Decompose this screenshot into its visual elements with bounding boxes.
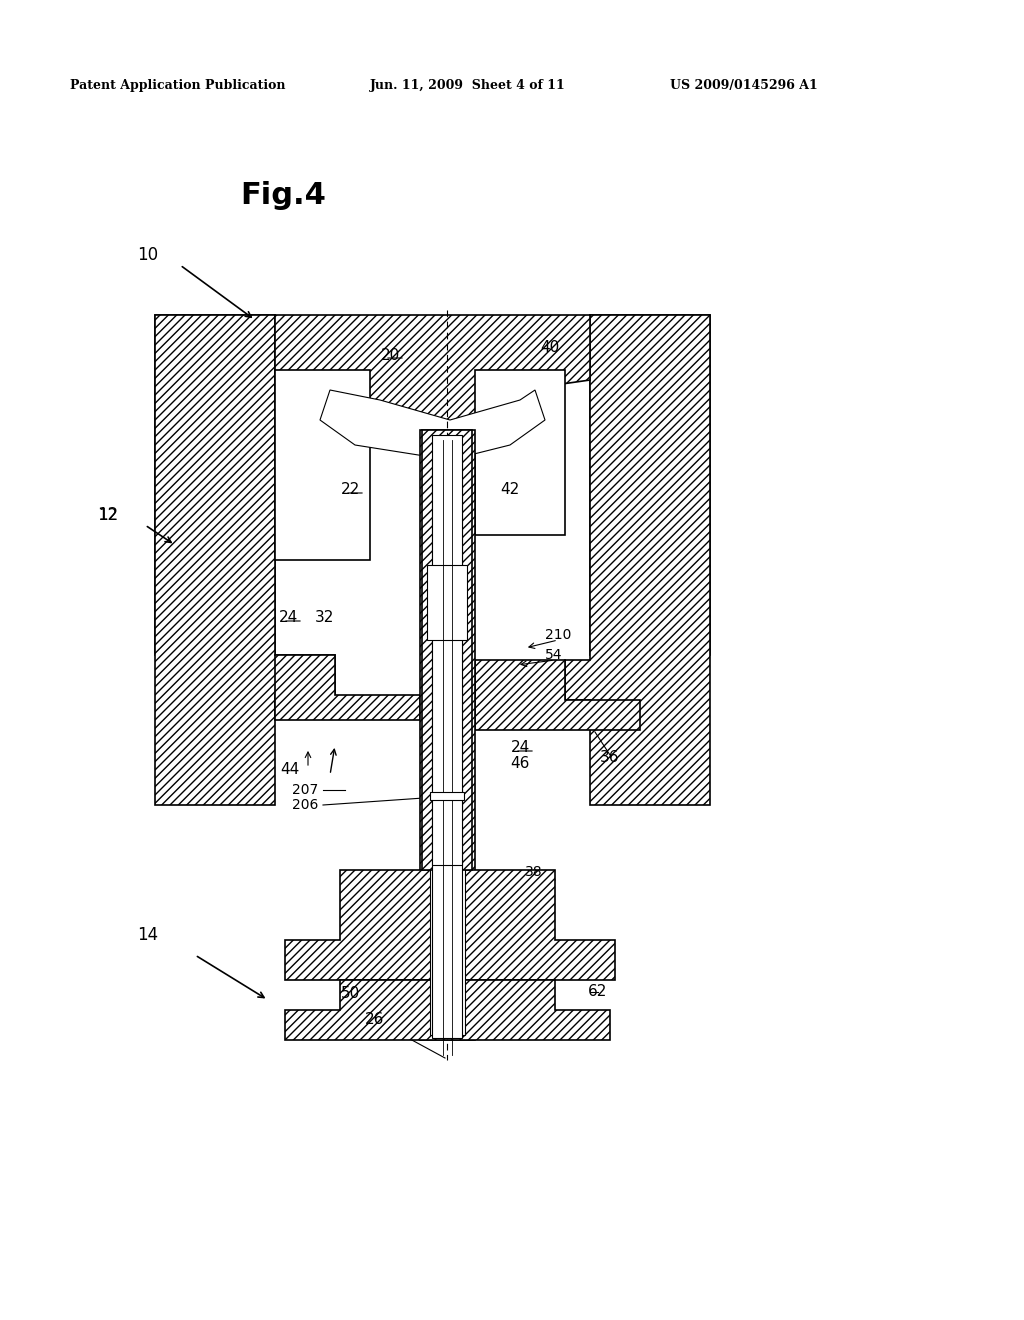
Text: 54: 54 [545, 648, 562, 663]
Text: 12: 12 [98, 507, 118, 523]
Bar [475, 370, 565, 535]
Polygon shape [155, 315, 335, 805]
Bar [275, 370, 370, 560]
Text: 38: 38 [525, 865, 543, 879]
Bar [420, 430, 475, 1040]
Text: 14: 14 [137, 927, 159, 944]
Polygon shape [565, 315, 710, 805]
Text: 12: 12 [97, 506, 119, 524]
Bar [430, 436, 465, 1035]
Bar [430, 792, 464, 800]
Polygon shape [475, 660, 640, 730]
Text: 32: 32 [315, 610, 335, 626]
Text: 10: 10 [137, 246, 159, 264]
Text: 210: 210 [545, 628, 571, 642]
Text: 208: 208 [432, 601, 459, 615]
Text: 22: 22 [340, 483, 359, 498]
Bar [432, 458, 462, 1038]
Bar [590, 315, 710, 655]
Text: 36: 36 [600, 751, 620, 766]
Bar [432, 436, 462, 865]
Text: 56: 56 [455, 836, 473, 850]
Text: 48: 48 [442, 986, 462, 1002]
Text: 206: 206 [292, 799, 318, 812]
Polygon shape [319, 389, 545, 459]
Text: Jun. 11, 2009  Sheet 4 of 11: Jun. 11, 2009 Sheet 4 of 11 [370, 78, 565, 91]
Polygon shape [285, 870, 615, 979]
Text: 207: 207 [292, 783, 318, 797]
Text: 40: 40 [541, 341, 560, 355]
Text: 20: 20 [380, 347, 399, 363]
Text: 24: 24 [279, 610, 298, 626]
Bar [155, 315, 275, 655]
Text: US 2009/0145296 A1: US 2009/0145296 A1 [670, 78, 818, 91]
Polygon shape [275, 655, 420, 719]
Text: 50: 50 [340, 986, 359, 1001]
Text: Fig.4: Fig.4 [240, 181, 326, 210]
Text: 24: 24 [510, 741, 529, 755]
Text: 44: 44 [281, 763, 300, 777]
Polygon shape [275, 315, 590, 440]
Text: Patent Application Publication: Patent Application Publication [70, 78, 286, 91]
Polygon shape [285, 979, 610, 1040]
Text: 46: 46 [510, 755, 529, 771]
Text: 42: 42 [501, 483, 519, 498]
Bar [427, 565, 467, 640]
Text: 26: 26 [366, 1012, 385, 1027]
Text: 62: 62 [589, 985, 607, 999]
Bar [422, 430, 472, 870]
